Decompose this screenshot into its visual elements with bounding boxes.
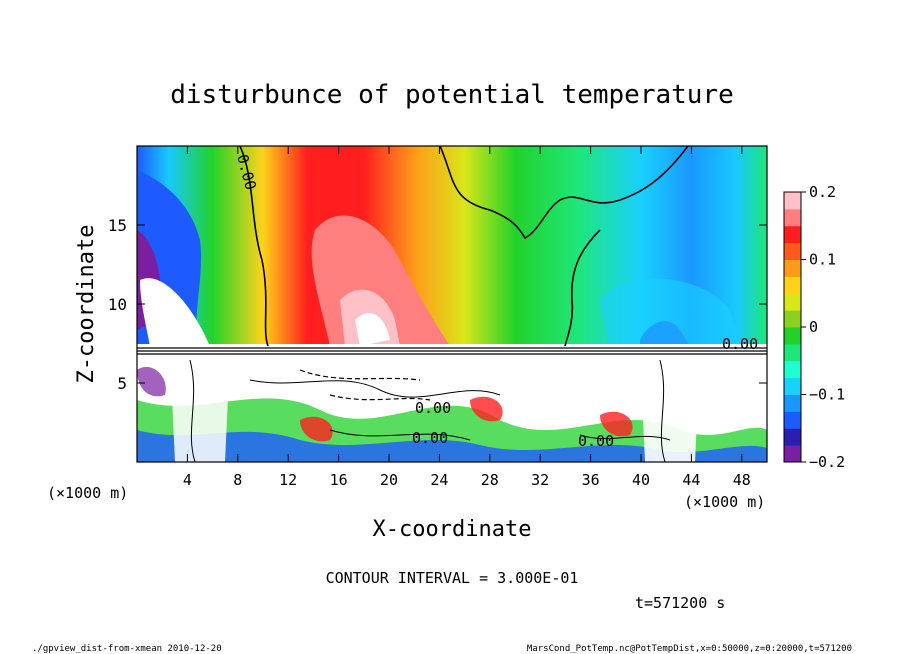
colorbar-swatch — [784, 276, 801, 294]
y-tick-label: 10 — [108, 295, 127, 314]
colorbar-tick-label: −0.2 — [809, 453, 845, 471]
colorbar-swatch — [784, 428, 801, 446]
x-tick-label: 12 — [279, 471, 297, 489]
time-label: t=571200 s — [635, 594, 725, 612]
x-tick-label: 20 — [380, 471, 398, 489]
colorbar-tick-label: 0.1 — [809, 251, 836, 269]
lower-left-purple-patch — [137, 366, 166, 397]
lower-right-white-column — [640, 355, 700, 462]
x-unit-right: (×1000 m) — [684, 493, 765, 511]
x-tick-label: 24 — [430, 471, 448, 489]
colorbar-swatch — [784, 411, 801, 429]
lower-mid-white-column — [170, 355, 230, 462]
colorbar-swatch — [784, 327, 801, 345]
colorbar-swatch — [784, 394, 801, 412]
contour-label-4: 0.00 — [412, 429, 448, 447]
colorbar-swatch — [784, 192, 801, 210]
inversion-band — [137, 344, 767, 356]
y-tick-label: 5 — [117, 374, 127, 393]
x-unit-left: (×1000 m) — [47, 484, 128, 502]
lower-contours — [189, 359, 671, 462]
zero-contour-left — [239, 146, 269, 347]
colorbar-swatch — [784, 293, 801, 311]
footer-right: MarsCond_PotTemp.nc@PotTempDist,x=0:5000… — [527, 644, 852, 654]
x-tick-label: 8 — [233, 471, 242, 489]
upper-right-cyan-region — [600, 278, 740, 346]
lower-blue-band — [137, 430, 767, 462]
inversion-contours — [137, 347, 767, 355]
colorbar — [783, 191, 802, 463]
y-tick-label: 15 — [108, 216, 127, 235]
colorbar-swatch — [784, 343, 801, 362]
x-tick-label: 40 — [632, 471, 650, 489]
contour-label-2: 0.00 — [722, 335, 758, 353]
x-axis-label: X-coordinate — [373, 517, 532, 542]
lower-dashed-contours — [299, 369, 431, 401]
plot-area: 0.00 0.00 0.00 0.00 0.00 — [137, 146, 767, 462]
zero-contour-right-lower — [564, 229, 601, 347]
colorbar-ticks: 0.2 0.1 0 −0.1 −0.2 — [801, 183, 845, 471]
upper-white-region — [355, 312, 390, 346]
contour-label-3: 0.00 — [415, 399, 451, 417]
upper-left-white-region — [140, 278, 210, 346]
zero-contour-right — [439, 146, 689, 240]
x-tick-label: 32 — [531, 471, 549, 489]
colorbar-swatch — [784, 225, 801, 244]
colorbar-swatch — [784, 310, 801, 328]
colorbar-swatch — [784, 208, 801, 227]
x-tick-label: 48 — [733, 471, 751, 489]
y-axis: 5 10 15 — [108, 216, 767, 393]
colorbar-tick-label: −0.1 — [809, 386, 845, 404]
colorbar-swatch — [784, 242, 801, 260]
x-axis: 4 8 12 16 20 24 28 32 36 40 44 48 — [183, 146, 751, 489]
colorbar-tick-label: 0 — [809, 318, 818, 336]
x-tick-label: 36 — [582, 471, 600, 489]
contour-interval-text: CONTOUR INTERVAL = 3.000E-01 — [326, 569, 579, 587]
colorbar-swatch — [784, 377, 801, 395]
colorbar-tick-label: 0.2 — [809, 183, 836, 201]
colorbar-swatch — [784, 360, 801, 379]
x-tick-label: 16 — [330, 471, 348, 489]
colorbar-swatch — [784, 445, 801, 463]
footer-left: ./gpview_dist-from-xmean 2010-12-20 — [32, 644, 222, 654]
colorbar-swatch — [784, 259, 801, 277]
chart-title: disturbunce of potential temperature — [170, 80, 734, 110]
y-axis-label: Z-coordinate — [74, 225, 99, 384]
contour-label-5: 0.00 — [578, 432, 614, 450]
x-tick-label: 28 — [481, 471, 499, 489]
x-tick-label: 4 — [183, 471, 192, 489]
x-tick-label: 44 — [682, 471, 700, 489]
